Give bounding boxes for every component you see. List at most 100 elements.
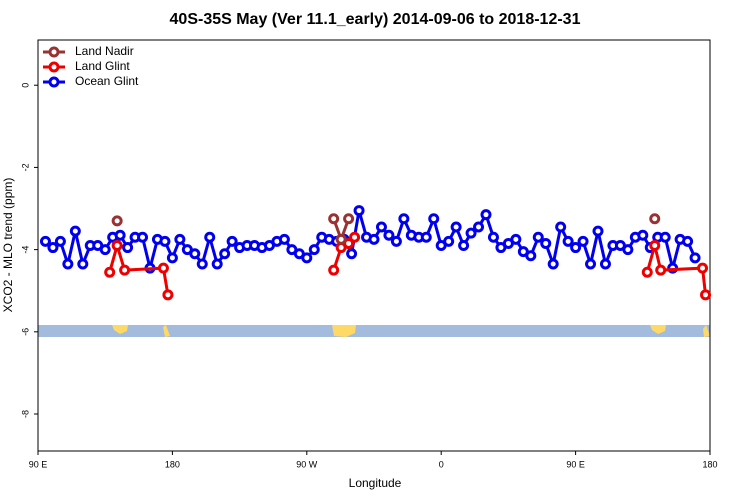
point (346, 248, 358, 260)
y-tick-label: -2 (20, 163, 30, 171)
point (119, 264, 131, 276)
legend-label: Ocean Glint (75, 74, 139, 88)
point (174, 233, 186, 245)
point (540, 237, 552, 249)
point (562, 235, 574, 247)
point (162, 289, 174, 301)
x-tick-label: 0 (439, 459, 444, 469)
point (473, 221, 485, 233)
point (328, 213, 340, 225)
point (353, 205, 365, 217)
point (510, 233, 522, 245)
point (343, 213, 355, 225)
legend-marker (48, 61, 60, 73)
point (77, 258, 89, 270)
x-tick-label: 90 E (566, 459, 585, 469)
y-tick-label: 0 (20, 83, 30, 88)
point (697, 262, 709, 274)
point (137, 231, 149, 243)
series (39, 205, 701, 274)
point (458, 240, 470, 251)
point (390, 235, 402, 247)
land (112, 325, 128, 334)
point (189, 248, 201, 260)
legend-marker (48, 46, 60, 58)
point (450, 221, 462, 233)
point (655, 264, 667, 276)
point (157, 262, 169, 274)
series (111, 213, 661, 245)
point (114, 229, 126, 241)
y-tick-label: -4 (20, 246, 30, 254)
point (585, 258, 597, 270)
point (368, 233, 380, 245)
point (278, 233, 290, 245)
x-tick-label: 180 (165, 459, 180, 469)
legend-label: Land Glint (75, 59, 130, 73)
legend-label: Land Nadir (75, 44, 134, 58)
point (487, 231, 499, 243)
point (166, 252, 178, 264)
point (335, 233, 347, 245)
point (349, 231, 361, 243)
point (308, 244, 320, 256)
point (383, 229, 395, 241)
y-tick-label: -8 (20, 410, 30, 418)
point (398, 213, 410, 225)
point (301, 252, 313, 264)
point (47, 242, 59, 254)
ocean-band (38, 325, 710, 337)
point (525, 250, 537, 262)
x-tick-label: 180 (702, 459, 717, 469)
point (532, 231, 544, 243)
plot-frame (37, 39, 711, 452)
land (332, 325, 356, 337)
x-tick-label: 90 E (29, 459, 48, 469)
point (649, 240, 661, 251)
legend-marker (48, 76, 60, 88)
point (622, 244, 634, 256)
point (443, 235, 455, 247)
point (111, 240, 123, 251)
point (599, 258, 611, 270)
point (104, 266, 116, 278)
map-strip (38, 325, 710, 337)
x-axis-label: Longitude (349, 476, 402, 490)
point (570, 242, 582, 254)
point (700, 289, 712, 301)
point (111, 215, 123, 227)
point (689, 252, 701, 264)
point (547, 258, 559, 270)
point (649, 213, 661, 225)
point (641, 266, 653, 278)
point (637, 229, 649, 241)
point (428, 213, 440, 225)
land (163, 325, 170, 337)
point (196, 258, 208, 270)
point (420, 231, 432, 243)
point (211, 258, 223, 270)
point (122, 242, 134, 254)
point (555, 221, 567, 233)
land (650, 325, 666, 334)
chart-title: 40S-35S May (Ver 11.1_early) 2014-09-06 … (170, 11, 581, 28)
point (375, 221, 387, 233)
point (659, 231, 671, 243)
point (39, 235, 51, 247)
point (159, 235, 171, 247)
point (62, 258, 74, 270)
y-axis-label: XCO2 - MLO trend (ppm) (1, 178, 15, 313)
point (577, 235, 589, 247)
point (54, 235, 66, 247)
series (104, 231, 712, 301)
point (328, 264, 340, 276)
point (682, 235, 694, 247)
y-tick-label: -6 (20, 328, 30, 336)
point (69, 225, 81, 237)
point (465, 227, 477, 239)
land (703, 325, 710, 337)
point (99, 244, 111, 256)
point (480, 209, 492, 221)
